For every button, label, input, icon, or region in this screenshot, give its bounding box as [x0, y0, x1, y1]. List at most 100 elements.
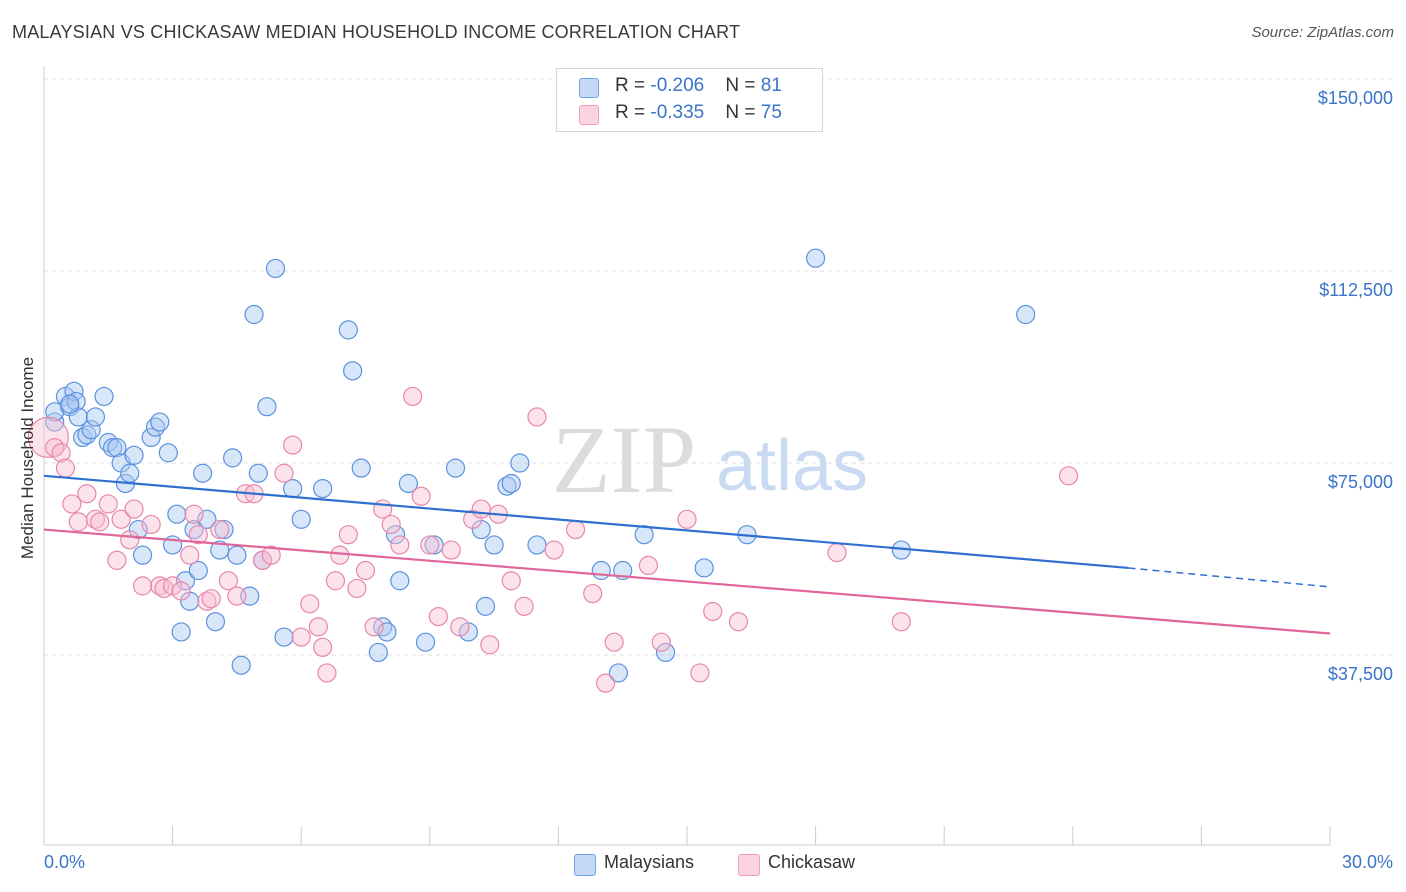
- data-point: [424, 535, 444, 555]
- data-point: [51, 443, 71, 463]
- data-point: [347, 578, 367, 599]
- data-point: [591, 560, 611, 581]
- data-point: [690, 663, 710, 683]
- data-point: [291, 627, 311, 647]
- chickasaw-points: [27, 386, 1079, 693]
- data-point: [728, 612, 749, 632]
- data-point: [158, 443, 178, 463]
- data-point: [527, 535, 547, 555]
- data-point: [638, 555, 659, 576]
- data-point: [188, 560, 208, 581]
- data-point: [62, 494, 82, 514]
- correlation-legend: R = -0.206 N = 81 R = -0.335 N = 75: [556, 68, 823, 132]
- data-point: [188, 525, 208, 545]
- data-point: [167, 504, 187, 524]
- watermark-atlas: atlas: [716, 426, 868, 506]
- data-point: [141, 514, 161, 535]
- data-point: [604, 632, 624, 652]
- data-point: [111, 509, 131, 529]
- data-point: [291, 509, 311, 529]
- data-point: [85, 407, 106, 427]
- data-point: [77, 484, 97, 504]
- data-point: [55, 458, 76, 478]
- y-tick-label: $112,500: [1319, 280, 1393, 300]
- data-point: [527, 407, 547, 427]
- data-point: [338, 525, 358, 545]
- data-point: [27, 416, 69, 458]
- data-point: [90, 512, 110, 532]
- y-tick-label: $37,500: [1328, 664, 1393, 684]
- data-point: [381, 514, 401, 535]
- data-point: [60, 394, 80, 414]
- malaysians-trend-extension: [1128, 567, 1331, 588]
- chickasaw-trend-line: [43, 528, 1331, 635]
- data-point: [694, 558, 714, 578]
- y-tick-label: $75,000: [1328, 472, 1393, 492]
- data-point: [274, 627, 294, 647]
- data-point: [107, 438, 127, 458]
- data-point: [355, 560, 376, 581]
- data-point: [514, 596, 534, 616]
- data-point: [565, 519, 586, 540]
- r-value-chickasaw: -0.335: [650, 102, 705, 123]
- data-point: [265, 258, 286, 279]
- data-point: [338, 320, 358, 340]
- data-point: [45, 402, 65, 422]
- data-point: [583, 583, 603, 604]
- data-point: [184, 504, 204, 524]
- data-point: [257, 397, 277, 417]
- data-point: [471, 499, 491, 519]
- malaysians-points: [45, 248, 1036, 683]
- legend-label-malaysians: Malaysians: [604, 852, 695, 872]
- watermark-zip: ZIP: [552, 406, 696, 513]
- legend-label-chickasaw: Chickasaw: [768, 852, 856, 872]
- chart-title: MALAYSIAN VS CHICKASAW MEDIAN HOUSEHOLD …: [12, 22, 741, 42]
- data-point: [608, 663, 629, 683]
- data-point: [210, 519, 230, 540]
- data-point: [343, 361, 363, 381]
- data-point: [274, 463, 294, 483]
- data-point: [313, 637, 333, 657]
- data-point: [330, 545, 350, 565]
- malaysians-trend-line: [43, 474, 1129, 570]
- data-point: [390, 571, 410, 591]
- n-value-malaysians: 81: [760, 75, 782, 96]
- data-point: [428, 606, 448, 627]
- data-point: [651, 632, 671, 652]
- data-point: [120, 530, 140, 550]
- data-point: [544, 540, 564, 560]
- malaysians-swatch: [579, 78, 599, 98]
- n-value-chickasaw: 75: [760, 102, 782, 123]
- data-point: [300, 594, 320, 614]
- data-point: [171, 622, 191, 642]
- data-point: [325, 571, 346, 591]
- data-point: [510, 453, 530, 473]
- data-point: [98, 494, 118, 514]
- data-point: [214, 519, 234, 540]
- data-point: [634, 525, 654, 545]
- data-point: [351, 458, 371, 478]
- data-point: [313, 479, 333, 499]
- data-point: [132, 545, 153, 565]
- data-point: [377, 622, 397, 642]
- source-label: Source: ZipAtlas.com: [1251, 24, 1394, 41]
- data-point: [124, 445, 144, 465]
- data-point: [193, 463, 213, 483]
- data-point: [441, 540, 461, 560]
- data-point: [805, 248, 826, 268]
- data-point: [308, 617, 328, 637]
- data-point: [480, 635, 500, 655]
- data-point: [385, 525, 406, 545]
- data-point: [124, 499, 144, 519]
- data-point: [1016, 304, 1036, 325]
- r-label: R =: [615, 75, 651, 96]
- data-point: [244, 304, 264, 325]
- data-point: [171, 581, 191, 601]
- data-point: [403, 386, 423, 407]
- y-tick-label: $150,000: [1318, 88, 1393, 108]
- data-point: [420, 535, 440, 555]
- data-point: [368, 642, 388, 663]
- x-tick-min: 0.0%: [44, 852, 86, 872]
- data-point: [102, 438, 123, 458]
- data-point: [107, 550, 127, 570]
